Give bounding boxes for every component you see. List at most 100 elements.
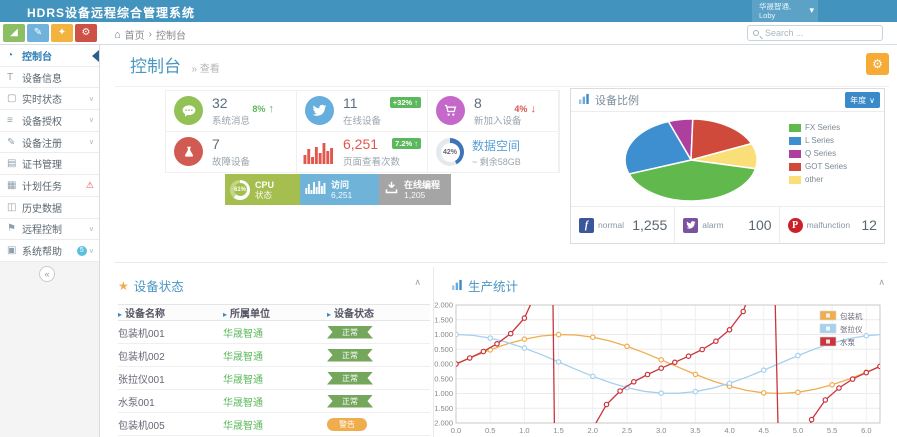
caret-down-icon: ∨ [869,95,875,105]
collapse-panel-icon[interactable]: ∧ [878,277,885,287]
sidebar-collapse-button[interactable]: « [39,266,55,282]
ratio-footer-label: alarm [702,220,724,230]
summary-bar: 61% CPU 状态 访问 6,251 在线编程 1,205 [225,174,451,205]
warning-icon: ⚠ [85,179,94,190]
segment-value: 6,251 [331,189,353,200]
summary-segment: 访问 6,251 [300,174,379,205]
status-badge: 正常 [327,371,373,385]
ratio-footer-item: f normal 1,255 [571,207,676,243]
segment-text: 访问 6,251 [331,180,352,200]
sidebar-item-label: 计划任务 [22,181,62,193]
search-icon [753,30,759,36]
sidebar-item[interactable]: ✎ 设备注册 ∨ [0,132,99,154]
table-header-cell: ▸ 设备状态 [327,305,430,320]
trend-text: 8% ↑ [252,103,274,115]
device-org-cell: 华晟智通 [223,351,263,363]
summary-segment: 61% CPU 状态 [225,174,300,205]
table-header-row: ▸ 设备名称 ▸ 所属单位 ▸ 设备状态 [118,304,430,321]
settings-button[interactable]: ⚙ [866,53,889,75]
device-ratio-panel: 设备比例 年度 ∨ FX Series L Series Q Series GOT S… [570,88,885,244]
sidebar-item[interactable]: ≡ 设备授权 ∨ [0,110,99,132]
production-title: 生产统计 [468,280,519,294]
legend-swatch [789,123,801,132]
bars-icon [305,180,326,200]
user-menu[interactable]: 华晟智通, Loby ▾ [752,0,818,22]
stat-label: 故障设备 [212,157,251,168]
legend-item: other [789,175,847,184]
facebook-icon: f [579,217,594,233]
svg-text:4.0: 4.0 [724,426,734,435]
column-label: 所属单位 [230,309,271,320]
sidebar-item[interactable]: ▣ 系统帮助 5 ∨ [0,240,99,262]
stat-label: 系统消息 [212,116,251,127]
twitter-icon [683,217,699,233]
svg-text:1.5: 1.5 [553,426,563,435]
sidebar-item[interactable]: ◫ 历史数据 [0,197,99,219]
search-input[interactable] [763,27,863,39]
device-status-cell: 正常 [327,371,430,385]
status-badge: 警告 [327,417,367,431]
table-row[interactable]: 包装机001 华晟智通 正常 [118,321,430,344]
sidebar-item-label: 系统帮助 [22,247,62,259]
history-icon: ◫ [7,201,17,213]
device-org-cell: 华晟智通 [223,374,263,386]
summary-segment: 在线编程 1,205 [379,174,451,205]
svg-text:0.5: 0.5 [485,426,495,435]
device-status-header: ★ 设备状态 ∧ [100,263,433,295]
sidebar-item[interactable]: ⚑ 远程控制 ∨ [0,219,99,241]
caret-right-icon: ▸ [327,310,332,319]
device-status-table: ▸ 设备名称 ▸ 所属单位 ▸ 设备状态 包装机001 华晟智通 正常 包装机002 华晟智通 正常张… [118,304,430,436]
table-header-cell: ▸ 所属单位 [223,305,327,320]
table-row[interactable]: 张拉仪001 华晟智通 正常 [118,367,430,390]
trend-badge: +32% ↑ [389,97,421,108]
pie-slice [690,118,753,161]
breadcrumb: ⌂ 首页 › 控制台 [114,27,186,43]
caret-right-icon: ▸ [223,310,228,319]
device-status-cell: 警告 [327,417,430,431]
stat-value: 6,251 [343,136,379,152]
table-row[interactable]: 包装机002 华晟智通 正常 [118,344,430,367]
period-label: 年度 [850,95,867,105]
ratio-footer-item: alarm 100 [675,207,780,243]
collapse-panel-icon[interactable]: ∧ [414,277,421,287]
cart-icon [436,96,465,125]
shirt-button[interactable]: ✦ [51,24,73,42]
sidebar-item-label: 设备授权 [22,116,62,128]
sidebar-item[interactable]: ▢ 实时状态 ∨ [0,88,99,111]
sidebar-item[interactable]: T 设备信息 [0,67,99,89]
production-panel: 生产统计 ∧ 2.000 1.500 1.000 0.500 0.000 -0.500 -1… [434,263,897,437]
area-chart-button[interactable]: ◢ [3,24,25,42]
svg-text:5.0: 5.0 [793,426,803,435]
main-content: 控制台 » 查看 ⚙ 32 系统消息 8% ↑ 11 在线设备 +32% ↑ 8 新加入设备 4… [100,45,897,437]
svg-text:水泵: 水泵 [840,337,855,347]
table-row[interactable]: 水泵001 华晟智通 正常 [118,390,430,413]
sidebar-item[interactable]: ▤ 证书管理 [0,153,99,176]
stat-label: 新加入设备 [474,116,522,127]
period-dropdown[interactable]: 年度 ∨ [845,92,880,108]
legend-label: Q Series [805,149,837,158]
sidebar-item-label: 证书管理 [22,160,62,172]
cogs-button[interactable]: ⚙ [75,24,97,42]
stat-card: 7 故障设备 [166,132,297,173]
legend-swatch [789,162,801,171]
legend-swatch [789,136,801,145]
pencil-icon: ✎ [33,27,43,38]
sidebar-item[interactable]: ◔ 控制台 [0,45,99,67]
breadcrumb-home[interactable]: 首页 [124,31,145,42]
column-label: 设备名称 [125,309,166,320]
production-header: 生产统计 ∧ [434,263,897,295]
table-header-cell: ▸ 设备名称 [118,305,223,320]
chat-icon [174,96,203,125]
svg-text:4.5: 4.5 [759,426,769,435]
device-org-cell: 华晟智通 [223,420,263,432]
sidebar-item[interactable]: ▦ 计划任务 ⚠ [0,175,99,197]
ratio-footer-value: 1,255 [632,217,668,233]
svg-text:2.0: 2.0 [588,426,598,435]
svg-text:1.0: 1.0 [519,426,529,435]
search-box[interactable] [747,25,883,41]
table-row[interactable]: 包装机005 华晟智通 警告 [118,413,430,436]
pencil-button[interactable]: ✎ [27,24,49,42]
svg-text:-2.000: -2.000 [434,419,453,428]
dashboard-icon: ◔ [7,49,14,61]
